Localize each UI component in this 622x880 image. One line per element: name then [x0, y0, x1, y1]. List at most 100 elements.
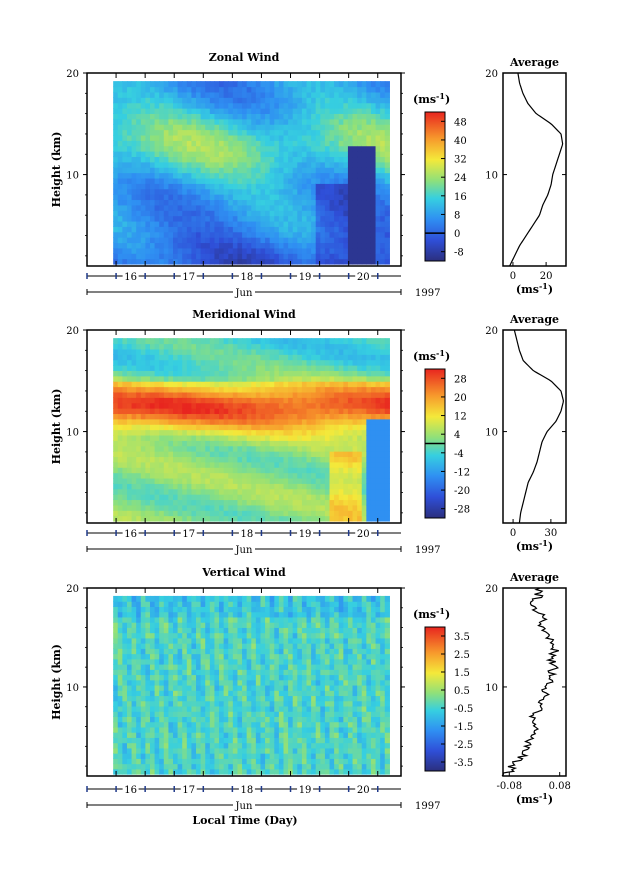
heatmap-cell [376, 81, 381, 87]
heatmap-cell [141, 113, 146, 119]
heatmap-cell [224, 97, 229, 103]
heatmap-cell [182, 456, 187, 462]
heatmap-cell [136, 638, 141, 644]
heatmap-cell [224, 259, 229, 265]
heatmap-cell [182, 478, 187, 484]
heatmap-cell [270, 446, 275, 452]
heatmap-cell [118, 473, 123, 479]
heatmap-cell [127, 113, 132, 119]
heatmap-cell [155, 510, 160, 516]
heatmap-cell [270, 216, 275, 222]
heatmap-cell [136, 659, 141, 665]
heatmap-cell [118, 370, 123, 376]
heatmap-cell [118, 167, 123, 173]
heatmap-cell [150, 237, 155, 243]
heatmap-cell [113, 349, 118, 355]
heatmap-cell [168, 440, 173, 446]
heatmap-cell [118, 113, 123, 119]
heatmap-cell [362, 108, 367, 114]
heatmap-cell [297, 87, 302, 93]
heatmap-cell [376, 462, 381, 468]
heatmap-cell [201, 344, 206, 350]
heatmap-cell [196, 140, 201, 146]
heatmap-cell [357, 483, 362, 489]
heatmap-cell [173, 403, 178, 409]
heatmap-cell [187, 606, 192, 612]
heatmap-cell [182, 727, 187, 733]
heatmap-cell [233, 151, 238, 157]
heatmap-cell [150, 162, 155, 168]
heatmap-cell [187, 633, 192, 639]
heatmap-cell [141, 162, 146, 168]
heatmap-cell [118, 408, 123, 414]
heatmap-cell [118, 221, 123, 227]
heatmap-cell [224, 237, 229, 243]
heatmap-cell [237, 430, 242, 436]
heatmap-cell [270, 344, 275, 350]
heatmap-cell [247, 210, 252, 216]
heatmap-cell [362, 354, 367, 360]
heatmap-cell [353, 483, 358, 489]
heatmap-cell [178, 354, 183, 360]
heatmap-cell [348, 360, 353, 366]
heatmap-cell [362, 194, 367, 200]
heatmap-cell [302, 124, 307, 130]
heatmap-cell [339, 162, 344, 168]
heatmap-cell [279, 403, 284, 409]
heatmap-cell [311, 205, 316, 211]
heatmap-cell [164, 627, 169, 633]
heatmap-cell [164, 87, 169, 93]
heatmap-cell [122, 344, 127, 350]
heatmap-cell [316, 189, 321, 195]
heatmap-cell [343, 87, 348, 93]
heatmap-cell [196, 494, 201, 500]
heatmap-cell [224, 349, 229, 355]
heatmap-cell [187, 408, 192, 414]
heatmap-cell [122, 510, 127, 516]
heatmap-cell [155, 162, 160, 168]
heatmap-cell [182, 606, 187, 612]
heatmap-cell [385, 167, 390, 173]
heatmap-cell [214, 156, 219, 162]
heatmap-cell [187, 108, 192, 114]
heatmap-cell [325, 113, 330, 119]
heatmap-cell [113, 124, 118, 130]
heatmap-cell [339, 140, 344, 146]
heatmap-cell [380, 387, 385, 393]
heatmap-cell [182, 124, 187, 130]
heatmap-cell [168, 701, 173, 707]
heatmap-cell [353, 199, 358, 205]
heatmap-cell [113, 664, 118, 670]
heatmap-cell [150, 413, 155, 419]
heatmap-cell [293, 419, 298, 425]
heatmap-cell [159, 722, 164, 728]
heatmap-cell [251, 505, 256, 511]
heatmap-cell [155, 178, 160, 184]
month-label: Jun [235, 288, 253, 299]
heatmap-cell [228, 435, 233, 441]
heatmap-cell [274, 221, 279, 227]
heatmap-cell [265, 248, 270, 254]
heatmap-cell [168, 408, 173, 414]
heatmap-cell [380, 478, 385, 484]
heatmap-cell [353, 103, 358, 109]
heatmap-cell [191, 173, 196, 179]
heatmap-cell [191, 419, 196, 425]
heatmap-cell [164, 690, 169, 696]
heatmap-cell [224, 424, 229, 430]
heatmap-cell [247, 489, 252, 495]
heatmap-cell [325, 146, 330, 152]
heatmap-cell [311, 216, 316, 222]
heatmap-cell [191, 183, 196, 189]
heatmap-cell [256, 210, 261, 216]
heatmap-cell [178, 242, 183, 248]
heatmap-cell [173, 92, 178, 98]
heatmap-cell [376, 494, 381, 500]
heatmap-cell [279, 146, 284, 152]
heatmap-cell [118, 81, 123, 87]
heatmap-cell [113, 167, 118, 173]
heatmap-cell [316, 124, 321, 130]
heatmap-cell [118, 419, 123, 425]
heatmap-cell [122, 711, 127, 717]
heatmap-cell [343, 237, 348, 243]
